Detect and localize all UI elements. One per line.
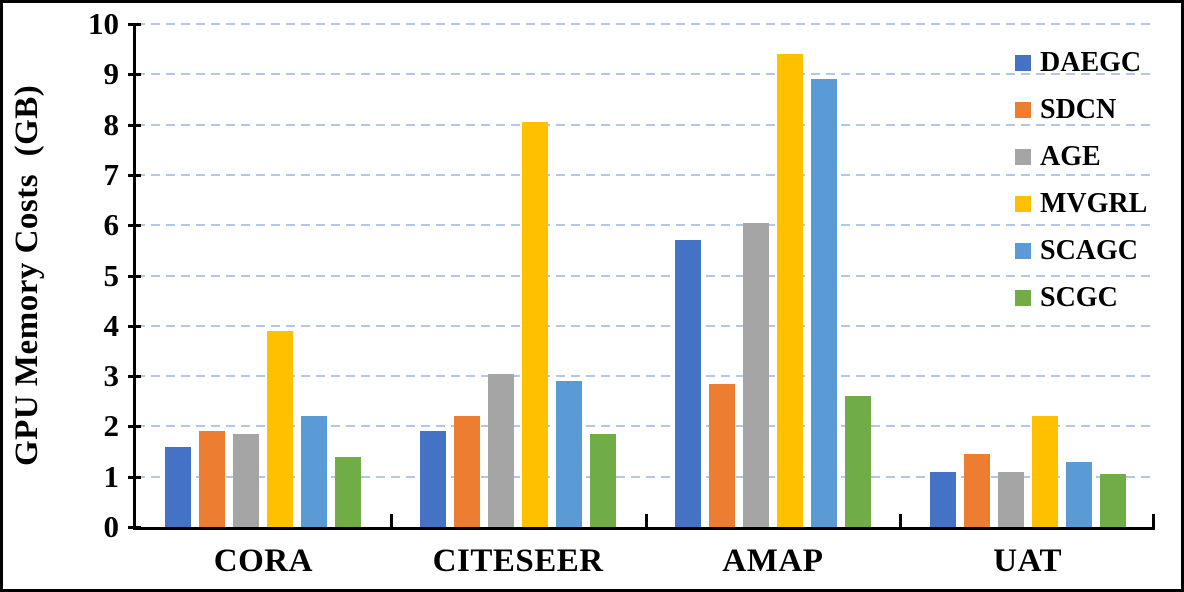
legend-label-scgc: SCGC bbox=[1040, 281, 1118, 313]
x-axis-labels: CORA CITESEER AMAP UAT bbox=[136, 543, 1155, 587]
y-axis-tick bbox=[128, 324, 141, 328]
legend-item-sdcn: SDCN bbox=[1015, 94, 1147, 125]
bar-daegc-uat bbox=[929, 471, 956, 527]
y-axis-tick bbox=[128, 375, 141, 379]
bar-daegc-cora bbox=[165, 446, 192, 527]
bar-sdcn-cora bbox=[199, 431, 226, 527]
legend-label-sdcn: SDCN bbox=[1040, 93, 1117, 125]
bar-group-amap bbox=[646, 24, 901, 527]
legend-item-scgc: SCGC bbox=[1015, 282, 1147, 313]
y-axis-tick bbox=[128, 123, 141, 127]
legend-label-mvgrl: MVGRL bbox=[1040, 187, 1148, 219]
bar-group-uat bbox=[900, 24, 1155, 527]
legend-item-daegc: DAEGC bbox=[1015, 47, 1147, 78]
bar-group-cora bbox=[136, 24, 391, 527]
y-tick-label-1: 1 bbox=[103, 458, 120, 494]
y-axis-tick bbox=[128, 274, 141, 278]
bar-age-citeseer bbox=[488, 373, 515, 527]
legend-label-daegc: DAEGC bbox=[1040, 46, 1142, 78]
x-category-label-uat: UAT bbox=[993, 543, 1062, 579]
legend-swatch-scagc bbox=[1015, 242, 1031, 259]
bar-mvgrl-uat bbox=[1031, 416, 1058, 527]
bar-scagc-amap bbox=[810, 79, 837, 527]
y-tick-label-2: 2 bbox=[103, 408, 120, 444]
bar-sdcn-uat bbox=[963, 454, 990, 527]
y-tick-label-3: 3 bbox=[103, 358, 120, 394]
bar-mvgrl-amap bbox=[776, 54, 803, 527]
legend-swatch-sdcn bbox=[1015, 101, 1031, 118]
bar-sdcn-amap bbox=[708, 383, 735, 527]
x-axis-tick bbox=[389, 514, 393, 527]
legend: DAEGC SDCN AGE MVGRL SCAGC SCGC bbox=[1015, 47, 1147, 329]
bar-scgc-cora bbox=[335, 456, 362, 527]
y-tick-label-6: 6 bbox=[103, 207, 120, 243]
bar-group-citeseer bbox=[391, 24, 646, 527]
legend-label-scagc: SCAGC bbox=[1040, 234, 1139, 266]
x-category-label-citeseer: CITESEER bbox=[432, 543, 604, 579]
legend-swatch-scgc bbox=[1015, 289, 1031, 306]
y-tick-label-4: 4 bbox=[103, 307, 120, 343]
y-axis-tick bbox=[128, 526, 141, 529]
bar-scagc-citeseer bbox=[556, 381, 583, 527]
x-category-label-cora: CORA bbox=[213, 543, 313, 579]
bar-age-cora bbox=[233, 433, 260, 527]
legend-label-age: AGE bbox=[1040, 140, 1101, 172]
bar-scagc-uat bbox=[1065, 461, 1092, 527]
bar-scgc-citeseer bbox=[590, 433, 617, 527]
y-tick-label-7: 7 bbox=[103, 156, 120, 192]
bar-age-amap bbox=[742, 222, 769, 527]
legend-swatch-age bbox=[1015, 148, 1031, 165]
y-tick-label-5: 5 bbox=[103, 257, 120, 293]
legend-swatch-daegc bbox=[1015, 54, 1031, 71]
bar-scgc-amap bbox=[844, 396, 871, 527]
legend-item-scagc: SCAGC bbox=[1015, 235, 1147, 266]
legend-item-age: AGE bbox=[1015, 141, 1147, 172]
x-axis-tick bbox=[899, 514, 903, 527]
y-axis-tick bbox=[128, 475, 141, 479]
bar-mvgrl-cora bbox=[267, 330, 294, 527]
y-axis-tick bbox=[128, 425, 141, 429]
y-axis-tick bbox=[128, 73, 141, 77]
y-axis-title: GPU Memory Costs (GB) bbox=[9, 84, 45, 467]
y-tick-label-9: 9 bbox=[103, 56, 120, 92]
plot-area bbox=[133, 23, 1155, 530]
bar-age-uat bbox=[997, 471, 1024, 527]
y-tick-label-10: 10 bbox=[88, 6, 119, 41]
bar-scgc-uat bbox=[1099, 474, 1126, 527]
bar-mvgrl-citeseer bbox=[522, 122, 549, 527]
y-tick-label-8: 8 bbox=[103, 106, 120, 142]
bar-scagc-cora bbox=[301, 416, 328, 527]
x-axis-tick bbox=[644, 514, 648, 527]
legend-item-mvgrl: MVGRL bbox=[1015, 188, 1147, 219]
y-axis-tick bbox=[128, 23, 141, 26]
bar-sdcn-citeseer bbox=[454, 416, 481, 527]
bar-daegc-citeseer bbox=[420, 431, 447, 527]
x-category-label-amap: AMAP bbox=[722, 543, 824, 579]
x-axis-tick bbox=[1152, 514, 1155, 527]
legend-swatch-mvgrl bbox=[1015, 195, 1031, 212]
y-tick-label-0: 0 bbox=[103, 509, 120, 544]
bar-daegc-amap bbox=[674, 240, 701, 527]
y-axis-tick bbox=[128, 224, 141, 228]
y-axis-tick bbox=[128, 173, 141, 177]
